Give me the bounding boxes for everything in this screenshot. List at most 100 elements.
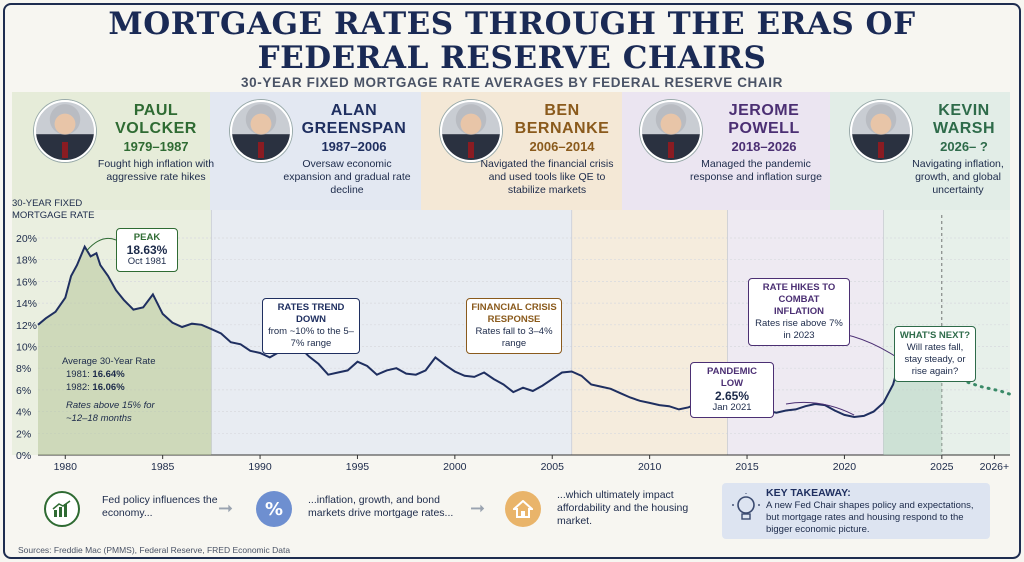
chair-bernanke: BEN BERNANKE 2006–2014 Navigated the fina… (432, 92, 616, 210)
x-tick-label: 1995 (346, 461, 370, 473)
footer-step-1: Fed policy influences the economy... (102, 494, 218, 519)
title-line-1: MORTGAGE RATES THROUGH THE ERAS OF (108, 6, 916, 42)
chair-volcker: PAUL VOLCKER 1979–1987 Fought high inflat… (26, 92, 214, 210)
x-tick-label: 2005 (541, 461, 565, 473)
average-rate-note: Average 30-Year Rate 1981: 16.64% 1982: … (62, 355, 172, 425)
hikes-text: Rates rise above 7% in 2023 (755, 318, 843, 341)
y-tick-label: 0% (16, 450, 31, 462)
chair-name: BEN BERNANKE (508, 102, 616, 138)
era-band (571, 210, 728, 455)
volcker-portrait (34, 100, 96, 162)
peak-connector (86, 237, 117, 252)
crisis-text: Rates fall to 3–4% range (475, 326, 553, 349)
peak-callout: PEAK 18.63% Oct 1981 (116, 228, 178, 272)
x-tick-label: 1990 (248, 461, 272, 473)
x-tick-label: 2026+ (980, 461, 1010, 473)
chair-name: JEROME POWELL (708, 102, 820, 138)
arrow-icon: ➞ (470, 498, 486, 519)
trend-text: from ~10% to the 5–7% range (268, 326, 354, 349)
pandemic-connector (785, 401, 855, 416)
bernanke-portrait (440, 100, 502, 162)
chair-years: 1987–2006 (321, 139, 387, 154)
chair-last-name: BERNANKE (514, 120, 610, 137)
chair-first-name: JEROME (728, 102, 800, 119)
rate-series-line (37, 244, 943, 419)
house-icon (505, 491, 541, 527)
y-tick-label: 12% (16, 320, 37, 332)
x-tick-label: 2015 (735, 461, 759, 473)
y-axis-label: 30-YEAR FIXED MORTGAGE RATE (12, 198, 95, 222)
y-tick-label: 4% (16, 407, 31, 419)
hikes-callout: RATE HIKES TO COMBAT INFLATION Rates ris… (748, 278, 850, 346)
chair-desc: Navigating inflation, growth, and global… (912, 158, 1004, 196)
peak-title: PEAK (133, 232, 161, 243)
growth-chart-icon (44, 491, 80, 527)
next-title: WHAT'S NEXT? (899, 330, 971, 341)
chair-years: 2018–2026 (731, 139, 797, 154)
chair-first-name: BEN (544, 102, 580, 119)
chair-name: KEVIN WARSH (918, 102, 1010, 138)
takeaway-text: A new Fed Chair shapes policy and expect… (766, 500, 974, 535)
pandemic-callout: PANDEMIC LOW 2.65% Jan 2021 (690, 362, 774, 418)
x-tick-label: 2010 (638, 461, 662, 473)
y-tick-label: 14% (16, 298, 37, 310)
y-axis-label-line-1: 30-YEAR FIXED (12, 198, 83, 209)
title-line-2: FEDERAL RESERVE CHAIRS (257, 40, 767, 76)
y-tick-label: 10% (16, 342, 37, 354)
projection-line (940, 371, 1012, 396)
x-tick-label: 1985 (151, 461, 175, 473)
chair-desc: Managed the pandemic response and inflat… (690, 158, 822, 183)
x-tick-label: 2020 (833, 461, 857, 473)
chair-desc: Fought high inflation with aggressive ra… (97, 158, 215, 183)
avg-note-extra: Rates above 15% for ~12–18 months (66, 400, 155, 424)
chair-name: PAUL VOLCKER (102, 102, 210, 138)
footer-step-3: ...which ultimately impact affordability… (557, 489, 689, 527)
chair-powell: JEROME POWELL 2018–2026 Managed the pande… (632, 92, 822, 210)
powell-portrait (640, 100, 702, 162)
x-tick-label: 1980 (54, 461, 78, 473)
sources: Sources: Freddie Mac (PMMS), Federal Res… (18, 545, 291, 555)
chair-years: 2006–2014 (529, 139, 595, 154)
lightbulb-icon (732, 491, 760, 525)
whats-next-callout: WHAT'S NEXT? Will rates fall, stay stead… (894, 326, 976, 382)
chair-name: ALAN GREENSPAN (298, 102, 410, 138)
crisis-callout: FINANCIAL CRISIS RESPONSE Rates fall to … (466, 298, 562, 354)
volcker-area (38, 246, 212, 455)
chair-last-name: GREENSPAN (301, 120, 407, 137)
chair-desc: Navigated the financial crisis and used … (480, 158, 614, 196)
warsh-portrait (850, 100, 912, 162)
peak-date: Oct 1981 (127, 256, 167, 267)
peak-value: 18.63% (126, 243, 168, 257)
avg-note-title: Average 30-Year Rate (62, 356, 156, 367)
y-axis-label-line-2: MORTGAGE RATE (12, 210, 95, 221)
trend-title: RATES TREND DOWN (277, 302, 345, 325)
chair-years: 2026– ? (940, 139, 988, 154)
avg-row1-label: 1981: (66, 369, 90, 380)
chair-first-name: KEVIN (938, 102, 990, 119)
subtitle: 30-YEAR FIXED MORTGAGE RATE AVERAGES BY … (241, 75, 783, 90)
chair-first-name: ALAN (330, 102, 378, 119)
key-takeaway-box: KEY TAKEAWAY: A new Fed Chair shapes pol… (722, 483, 990, 539)
chair-last-name: POWELL (728, 120, 800, 137)
greenspan-portrait (230, 100, 292, 162)
crisis-title: FINANCIAL CRISIS RESPONSE (471, 302, 557, 325)
chair-last-name: VOLCKER (115, 120, 197, 137)
takeaway-title: KEY TAKEAWAY: (766, 487, 851, 499)
footer-step-2: ...inflation, growth, and bond markets d… (308, 494, 454, 519)
y-tick-label: 18% (16, 255, 37, 267)
arrow-icon: ➞ (218, 498, 234, 519)
y-tick-label: 16% (16, 276, 37, 288)
trend-callout: RATES TREND DOWN from ~10% to the 5–7% r… (262, 298, 360, 354)
y-tick-label: 20% (16, 233, 37, 245)
y-tick-label: 6% (16, 385, 31, 397)
next-text: Will rates fall, stay steady, or rise ag… (904, 342, 966, 377)
chair-warsh: KEVIN WARSH 2026– ? Navigating inflation,… (842, 92, 1010, 210)
y-tick-label: 2% (16, 428, 31, 440)
infographic-frame (3, 3, 1021, 559)
chair-first-name: PAUL (133, 102, 179, 119)
chair-desc: Oversaw economic expansion and gradual r… (283, 158, 411, 196)
pandemic-title: PANDEMIC LOW (707, 366, 757, 389)
warsh-area (883, 362, 942, 455)
pandemic-value: 2.65% (714, 389, 750, 403)
avg-row2-label: 1982: (66, 382, 90, 393)
